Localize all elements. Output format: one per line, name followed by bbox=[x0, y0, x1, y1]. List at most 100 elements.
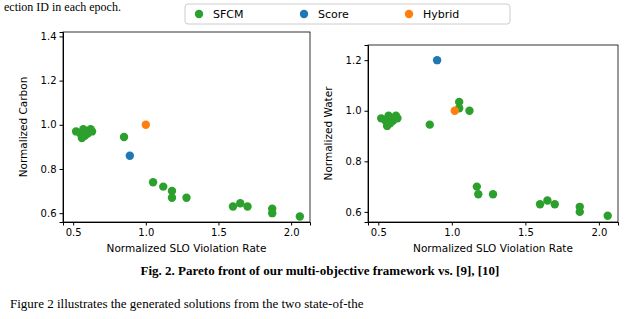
tick: 1.2 bbox=[346, 55, 368, 66]
tick-mark bbox=[60, 81, 64, 82]
legend-box bbox=[185, 4, 510, 24]
axis-line bbox=[369, 223, 619, 226]
point bbox=[78, 134, 86, 142]
axis-line bbox=[60, 33, 64, 223]
points bbox=[377, 56, 612, 220]
tick-label: 1.5 bbox=[211, 227, 227, 238]
tick: 1.0 bbox=[138, 222, 154, 238]
x-axis: 0.5 1.0 1.5 2.0 bbox=[64, 222, 311, 238]
point bbox=[236, 199, 244, 207]
point bbox=[243, 202, 251, 210]
body-text: ection ID in each epoch. bbox=[4, 0, 121, 14]
point bbox=[536, 200, 544, 208]
tick: 1.5 bbox=[518, 222, 534, 238]
legend-marker bbox=[405, 10, 413, 18]
point bbox=[576, 208, 584, 216]
x-axis-title: Normalized SLO Violation Rate bbox=[107, 242, 267, 254]
point bbox=[229, 202, 237, 210]
y-axis: 0.6 0.8 1.0 1.2 1.4 bbox=[41, 31, 64, 222]
tick-label: 1.2 bbox=[41, 75, 57, 86]
point bbox=[268, 209, 276, 217]
y-axis: 0.6 0.8 1.0 1.2 bbox=[346, 46, 369, 223]
point bbox=[433, 56, 441, 64]
tick-label: 0.5 bbox=[371, 227, 387, 238]
point bbox=[489, 190, 497, 198]
tick-mark bbox=[452, 222, 453, 226]
plot-frame bbox=[368, 45, 618, 222]
tick: 1.4 bbox=[41, 31, 63, 42]
legend-label: SFCM bbox=[213, 8, 243, 21]
axis-line bbox=[64, 223, 311, 226]
tick: 1.0 bbox=[41, 119, 63, 130]
tick-mark bbox=[291, 222, 292, 226]
point bbox=[159, 182, 167, 190]
tick-mark bbox=[73, 222, 74, 226]
tick-mark bbox=[365, 212, 369, 213]
tick-mark bbox=[60, 213, 64, 214]
legend-label: Score bbox=[318, 8, 349, 21]
point bbox=[465, 107, 473, 115]
tick: 1.2 bbox=[41, 75, 63, 86]
legend-label: Hybrid bbox=[423, 8, 459, 21]
tick: 1.5 bbox=[211, 222, 227, 238]
tick-mark bbox=[378, 222, 379, 226]
point bbox=[142, 121, 150, 129]
tick-mark bbox=[365, 161, 369, 162]
point bbox=[126, 152, 134, 160]
tick-label: 1.2 bbox=[346, 55, 362, 66]
point bbox=[474, 190, 482, 198]
tick-mark bbox=[60, 125, 64, 126]
tick: 2.0 bbox=[284, 222, 300, 238]
tick-label: 1.0 bbox=[138, 227, 154, 238]
tick-label: 1.5 bbox=[518, 227, 534, 238]
tick-label: 1.0 bbox=[41, 119, 57, 130]
tick: 1.0 bbox=[346, 105, 368, 116]
point bbox=[168, 193, 176, 201]
tick-label: 0.8 bbox=[41, 164, 57, 175]
tick-label: 0.6 bbox=[346, 207, 362, 218]
point bbox=[393, 114, 401, 122]
tick: 0.5 bbox=[66, 222, 82, 238]
x-axis-title: Normalized SLO Violation Rate bbox=[413, 242, 573, 254]
body-text: Figure 2 illustrates the generated solut… bbox=[10, 296, 364, 311]
point bbox=[383, 122, 391, 130]
point bbox=[551, 200, 559, 208]
point bbox=[473, 182, 481, 190]
y-axis-title: Normalized Water bbox=[322, 86, 334, 181]
tick-label: 0.6 bbox=[41, 208, 57, 219]
point bbox=[88, 127, 96, 135]
tick-mark bbox=[599, 222, 600, 226]
tick-label: 2.0 bbox=[284, 227, 300, 238]
tick: 1.0 bbox=[444, 222, 460, 238]
tick: 0.5 bbox=[371, 222, 387, 238]
points bbox=[72, 121, 304, 221]
tick-mark bbox=[60, 36, 64, 37]
point bbox=[296, 212, 304, 220]
tick-mark bbox=[525, 222, 526, 226]
caption: Fig. 2. Pareto front of our multi-object… bbox=[141, 263, 500, 278]
point bbox=[543, 196, 551, 204]
y-axis-title: Normalized Carbon bbox=[17, 77, 29, 178]
point bbox=[120, 133, 128, 141]
tick: 0.6 bbox=[346, 207, 368, 218]
axis-line bbox=[365, 46, 369, 223]
figure: 0.5 1.0 1.5 2.0 0.6 0.8 1.0 1.2 1.4 Normalized SL… bbox=[0, 0, 640, 319]
tick-label: 1.0 bbox=[444, 227, 460, 238]
point bbox=[149, 178, 157, 186]
plot-frame bbox=[63, 32, 310, 222]
tick-label: 1.0 bbox=[346, 105, 362, 116]
tick-mark bbox=[60, 169, 64, 170]
tick: 2.0 bbox=[591, 222, 607, 238]
tick: 0.6 bbox=[41, 208, 63, 219]
scatter-panel: 0.5 1.0 1.5 2.0 0.6 0.8 1.0 1.2 Normalized SLO V… bbox=[322, 45, 619, 254]
tick-mark bbox=[365, 60, 369, 61]
point bbox=[451, 107, 459, 115]
legend: SFCM Score Hybrid bbox=[185, 4, 510, 24]
point bbox=[182, 193, 190, 201]
tick-label: 1.4 bbox=[41, 31, 57, 42]
tick: 0.8 bbox=[346, 156, 368, 167]
legend-marker bbox=[195, 10, 203, 18]
tick: 0.8 bbox=[41, 164, 63, 175]
tick-label: 2.0 bbox=[591, 227, 607, 238]
tick-mark bbox=[218, 222, 219, 226]
